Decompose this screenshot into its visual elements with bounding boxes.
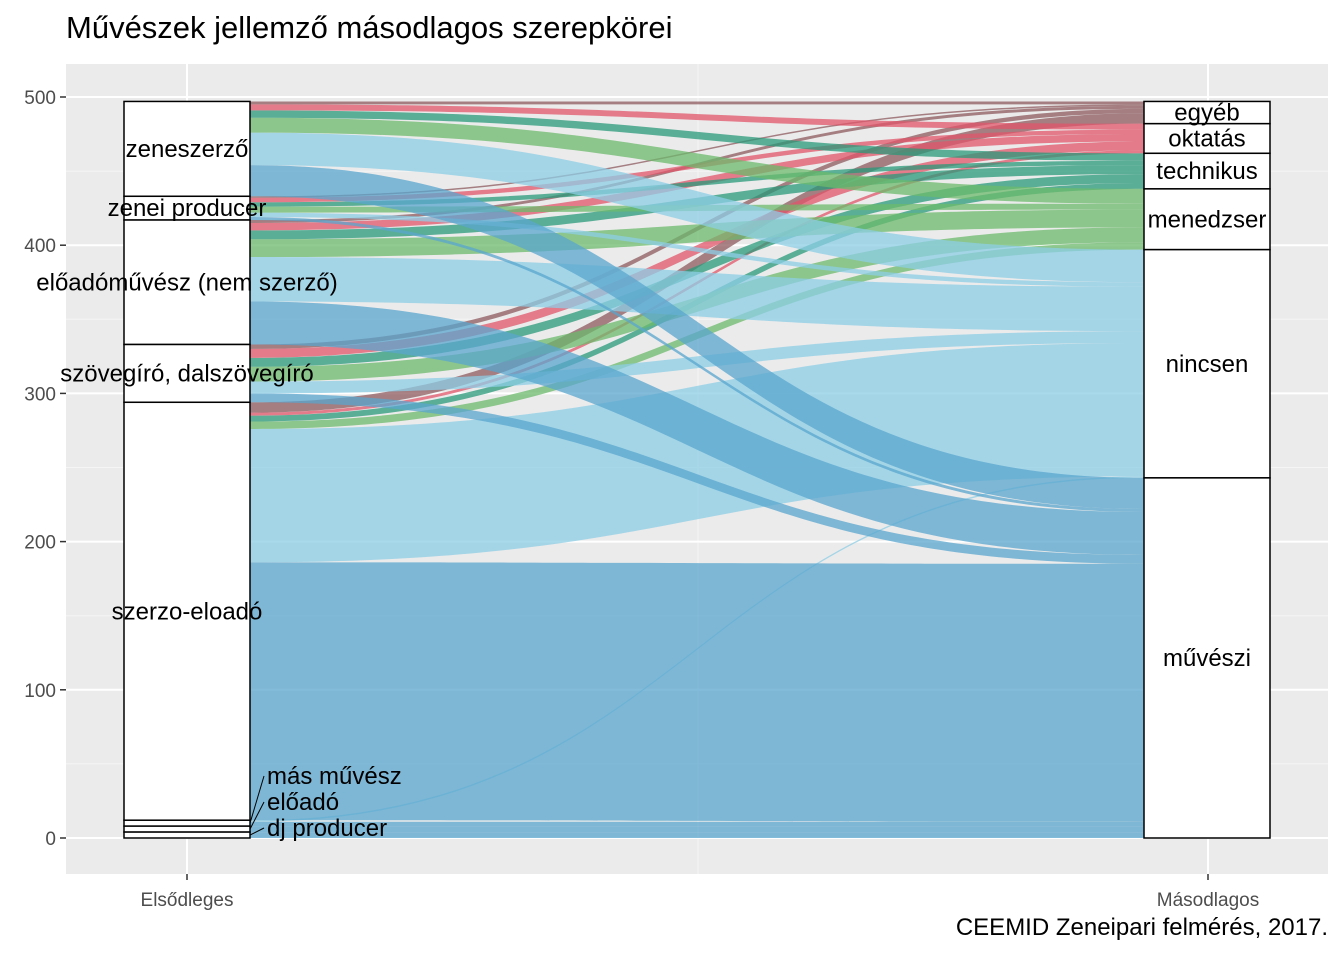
stratum-label: menedzser	[1148, 206, 1267, 233]
y-tick-label: 200	[24, 533, 56, 554]
alluvium-flow	[250, 301, 1144, 555]
stratum-box	[1143, 188, 1271, 251]
stratum-box	[1143, 152, 1271, 190]
stratum-label: előadóművész (nem szerző)	[36, 269, 337, 296]
alluvium-flow	[250, 101, 1144, 105]
stratum-box	[1143, 248, 1271, 479]
stratum-label: szövegíró, dalszövegíró	[60, 360, 313, 387]
alluvium-flow	[250, 174, 1144, 367]
chart-title: Művészek jellemző másodlagos szerepkörei	[66, 10, 673, 45]
alluvium-flow	[250, 832, 1144, 838]
chart-caption: CEEMID Zeneipari felmérés, 2017.	[955, 914, 1328, 941]
stratum-box	[123, 100, 251, 198]
alluvium-flow	[250, 165, 1144, 509]
alluvium-flow	[250, 110, 1144, 161]
stratum-box	[123, 825, 251, 833]
alluvium-flow	[250, 209, 1144, 258]
alluvium-flow	[250, 562, 1144, 822]
y-tick-label: 0	[45, 829, 56, 850]
stratum-label: művészi	[1163, 645, 1251, 672]
y-tick-label: 500	[24, 88, 56, 109]
stratum-box	[123, 219, 251, 346]
x-tick-label: Másodlagos	[1157, 890, 1259, 911]
stratum-box	[1143, 477, 1271, 839]
alluvium-flow	[250, 331, 1144, 394]
stratum-box	[123, 343, 251, 404]
stratum-box	[1143, 122, 1271, 155]
stratum-label: technikus	[1156, 158, 1257, 185]
y-tick-label: 300	[24, 384, 56, 405]
alluvium-flow	[250, 826, 1144, 833]
alluvium-flow	[250, 104, 1144, 198]
alluvium-flow	[250, 113, 1144, 413]
alluvium-flow	[250, 117, 1144, 204]
stratum-box	[123, 831, 251, 839]
stratum-label: más művész	[267, 763, 402, 790]
y-tick-label: 400	[24, 236, 56, 257]
alluvium-flow	[250, 393, 1144, 564]
alluvium-flow	[250, 160, 1144, 207]
alluvium-flow	[250, 821, 1144, 827]
alluvium-flow	[250, 217, 1144, 512]
stratum-label: szerzo-eloadó	[112, 598, 263, 625]
stratum-label: előadó	[267, 789, 339, 816]
stratum-label-leader	[249, 827, 265, 836]
stratum-label: egyéb	[1174, 100, 1239, 127]
stratum-box	[123, 401, 251, 821]
y-tick-label: 100	[24, 681, 56, 702]
stratum-label: nincsen	[1166, 351, 1249, 378]
alluvium-flow	[250, 257, 1144, 332]
alluvium-flow	[250, 212, 1144, 287]
alluvium-flow	[250, 104, 1144, 130]
stratum-label-leader	[249, 801, 265, 830]
stratum-label: zeneszerző	[126, 136, 249, 163]
alluvium-flow	[250, 132, 1144, 283]
stratum-label: oktatás	[1168, 125, 1245, 152]
stratum-label-leader	[249, 775, 265, 824]
stratum-label: zenei producer	[108, 195, 267, 222]
stratum-label: dj producer	[267, 815, 387, 842]
stratum-box	[123, 819, 251, 827]
x-tick-label: Elsődleges	[141, 890, 234, 911]
alluvium-flow	[250, 343, 1144, 563]
